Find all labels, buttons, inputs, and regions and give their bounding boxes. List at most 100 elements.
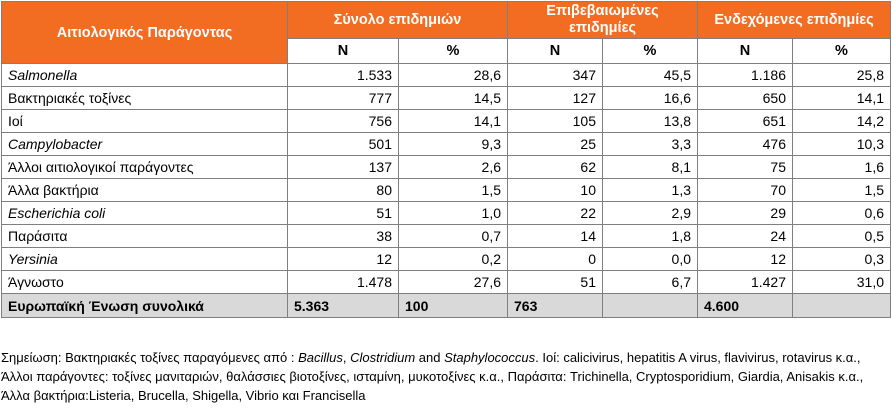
table-row: Ιοί 756 14,1 105 13,8 651 14,2 <box>1 109 892 133</box>
table-row: Salmonella 1.533 28,6 347 45,5 1.186 25,8 <box>1 63 892 87</box>
group-header-confirmed: Επιβεβαιωμένες επιδημίες <box>507 1 698 39</box>
percent-cell <box>602 293 698 318</box>
count-cell: 4.600 <box>697 293 793 318</box>
percent-cell: 13,8 <box>602 109 698 133</box>
count-cell: 1.478 <box>287 270 399 294</box>
subheader-pct: % <box>791 38 892 64</box>
outbreak-table: Αιτιολογικός Παράγοντας Σύνολο επιδημιών… <box>1 1 892 318</box>
percent-cell: 3,3 <box>602 132 698 156</box>
count-cell: 0 <box>507 247 603 271</box>
total-label: Ευρωπαϊκή Ένωση συνολικά <box>1 293 288 318</box>
percent-cell: 0,0 <box>602 247 698 271</box>
factor-label: Yersinia <box>1 247 288 271</box>
count-cell: 12 <box>287 247 399 271</box>
table-row: Άλλα βακτήρια 80 1,5 10 1,3 70 1,5 <box>1 178 892 202</box>
count-cell: 501 <box>287 132 399 156</box>
count-cell: 756 <box>287 109 399 133</box>
count-cell: 347 <box>507 63 603 87</box>
factor-header: Αιτιολογικός Παράγοντας <box>1 1 288 64</box>
note-staphylococcus: Staphylococcus <box>444 350 536 365</box>
count-cell: 476 <box>697 132 793 156</box>
group-header-total: Σύνολο επιδημιών <box>287 1 508 39</box>
count-cell: 1.186 <box>697 63 793 87</box>
count-cell: 651 <box>697 109 793 133</box>
percent-cell <box>791 293 892 318</box>
factor-label: Βακτηριακές τοξίνες <box>1 86 288 110</box>
subheader-n: N <box>507 38 603 64</box>
percent-cell: 1,0 <box>398 201 508 225</box>
percent-cell: 1,5 <box>791 178 892 202</box>
count-cell: 51 <box>507 270 603 294</box>
subheader-n: N <box>697 38 793 64</box>
percent-cell: 25,8 <box>791 63 892 87</box>
count-cell: 29 <box>697 201 793 225</box>
total-row: Ευρωπαϊκή Ένωση συνολικά 5.363 100 763 4.600 <box>1 293 892 318</box>
table-row: Παράσιτα 38 0,7 14 1,8 24 0,5 <box>1 224 892 248</box>
percent-cell: 0,6 <box>791 201 892 225</box>
factor-label: Παράσιτα <box>1 224 288 248</box>
percent-cell: 14,1 <box>398 109 508 133</box>
percent-cell: 1,8 <box>602 224 698 248</box>
count-cell: 51 <box>287 201 399 225</box>
percent-cell: 6,7 <box>602 270 698 294</box>
count-cell: 12 <box>697 247 793 271</box>
percent-cell: 0,2 <box>398 247 508 271</box>
table-row: Άλλοι αιτιολογικοί παράγοντες 137 2,6 62 8,1… <box>1 155 892 179</box>
factor-label: Ιοί <box>1 109 288 133</box>
count-cell: 70 <box>697 178 793 202</box>
group-header-possible: Ενδεχόμενες επιδημίες <box>696 1 892 39</box>
note-prefix: Σημείωση: Βακτηριακές τοξίνες παραγόμενε… <box>1 350 299 365</box>
factor-label: Campylobacter <box>1 132 288 156</box>
count-cell: 5.363 <box>287 293 399 318</box>
count-cell: 1.427 <box>697 270 793 294</box>
table-row: Campylobacter 501 9,3 25 3,3 476 10,3 <box>1 132 892 156</box>
count-cell: 14 <box>507 224 603 248</box>
note-sep: , <box>342 350 351 365</box>
percent-cell: 14,1 <box>791 86 892 110</box>
percent-cell: 27,6 <box>398 270 508 294</box>
factor-label: Άλλοι αιτιολογικοί παράγοντες <box>1 155 288 179</box>
percent-cell: 1,3 <box>602 178 698 202</box>
percent-cell: 8,1 <box>602 155 698 179</box>
table-row: Βακτηριακές τοξίνες 777 14,5 127 16,6 650 14,1 <box>1 86 892 110</box>
subheader-pct: % <box>398 38 508 64</box>
table-body: Salmonella 1.533 28,6 347 45,5 1.186 25,8 Βακτη… <box>1 63 892 318</box>
percent-cell: 45,5 <box>602 63 698 87</box>
percent-cell: 28,6 <box>398 63 508 87</box>
count-cell: 25 <box>507 132 603 156</box>
subheader-pct: % <box>602 38 698 64</box>
percent-cell: 2,9 <box>602 201 698 225</box>
count-cell: 38 <box>287 224 399 248</box>
factor-label: Άλλα βακτήρια <box>1 178 288 202</box>
count-cell: 105 <box>507 109 603 133</box>
factor-label: Άγνωστο <box>1 270 288 294</box>
table-note: Σημείωση: Βακτηριακές τοξίνες παραγόμενε… <box>1 348 890 405</box>
percent-cell: 0,5 <box>791 224 892 248</box>
count-cell: 127 <box>507 86 603 110</box>
percent-cell: 0,7 <box>398 224 508 248</box>
count-cell: 763 <box>507 293 603 318</box>
note-bacillus: Bacillus <box>298 350 343 365</box>
count-cell: 62 <box>507 155 603 179</box>
count-cell: 24 <box>697 224 793 248</box>
percent-cell: 14,2 <box>791 109 892 133</box>
count-cell: 22 <box>507 201 603 225</box>
percent-cell: 31,0 <box>791 270 892 294</box>
percent-cell: 14,5 <box>398 86 508 110</box>
percent-cell: 10,3 <box>791 132 892 156</box>
note-clostridium: Clostridium <box>350 350 416 365</box>
factor-label: Escherichia coli <box>1 201 288 225</box>
count-cell: 137 <box>287 155 399 179</box>
factor-label: Salmonella <box>1 63 288 87</box>
subheader-n: N <box>287 38 399 64</box>
note-rest: . Ιοί: calicivirus, hepatitis A virus, f… <box>1 350 864 403</box>
table-row: Yersinia 12 0,2 0 0,0 12 0,3 <box>1 247 892 271</box>
percent-cell: 2,6 <box>398 155 508 179</box>
table-row: Άγνωστο 1.478 27,6 51 6,7 1.427 31,0 <box>1 270 892 294</box>
percent-cell: 1,6 <box>791 155 892 179</box>
percent-cell: 9,3 <box>398 132 508 156</box>
count-cell: 75 <box>697 155 793 179</box>
count-cell: 650 <box>697 86 793 110</box>
table-row: Escherichia coli 51 1,0 22 2,9 29 0,6 <box>1 201 892 225</box>
percent-cell: 100 <box>398 293 508 318</box>
